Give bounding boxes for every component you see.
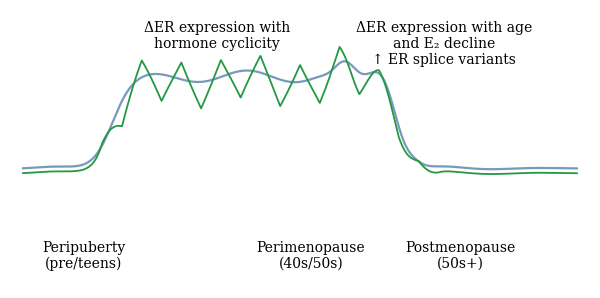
Text: ΔER expression with
hormone cyclicity: ΔER expression with hormone cyclicity bbox=[144, 21, 290, 51]
Text: Peripuberty
(pre/teens): Peripuberty (pre/teens) bbox=[43, 241, 125, 271]
Text: ΔER expression with age
and E₂ decline
↑ ER splice variants: ΔER expression with age and E₂ decline ↑… bbox=[356, 21, 532, 67]
Text: Postmenopause
(50s+): Postmenopause (50s+) bbox=[406, 241, 516, 271]
Text: Perimenopause
(40s/50s): Perimenopause (40s/50s) bbox=[257, 241, 365, 271]
